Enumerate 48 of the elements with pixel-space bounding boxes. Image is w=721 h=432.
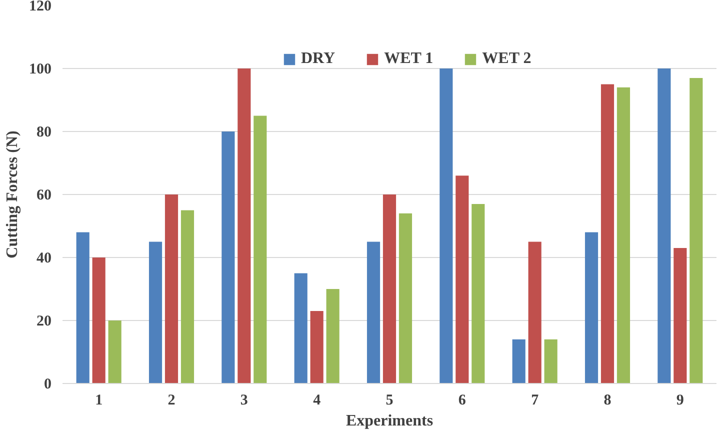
x-tick-label: 9 bbox=[676, 392, 684, 408]
x-tick-label: 6 bbox=[458, 392, 466, 408]
bar bbox=[222, 132, 235, 384]
y-tick-label: 0 bbox=[44, 376, 52, 392]
bar bbox=[600, 84, 614, 384]
x-tick-label: 8 bbox=[604, 392, 612, 408]
bar bbox=[690, 78, 703, 384]
bar bbox=[326, 289, 340, 384]
x-tick-label: 1 bbox=[95, 392, 103, 408]
y-axis-title: Cutting Forces (N) bbox=[4, 130, 21, 258]
y-tick-label: 80 bbox=[36, 124, 52, 140]
x-tick-label: 4 bbox=[313, 392, 322, 408]
bar bbox=[254, 116, 267, 384]
bar bbox=[440, 68, 453, 384]
bar bbox=[76, 232, 90, 384]
bar bbox=[366, 242, 380, 384]
bar bbox=[616, 87, 630, 384]
bar bbox=[528, 242, 542, 384]
x-tick-label: 5 bbox=[386, 392, 394, 408]
bar bbox=[584, 232, 598, 384]
bar bbox=[658, 68, 671, 384]
bar bbox=[382, 194, 396, 384]
bar bbox=[108, 320, 122, 384]
x-tick-label: 3 bbox=[240, 392, 248, 408]
y-tick-label: 60 bbox=[36, 188, 52, 204]
bar bbox=[472, 204, 485, 384]
bar bbox=[148, 242, 162, 384]
legend-label: WET 2 bbox=[482, 50, 532, 68]
legend-label: DRY bbox=[301, 50, 336, 68]
bar bbox=[92, 258, 106, 384]
bar bbox=[456, 176, 469, 384]
y-tick-label: 20 bbox=[36, 314, 52, 330]
x-tick-label: 2 bbox=[168, 392, 176, 408]
bar bbox=[398, 213, 412, 384]
bar bbox=[674, 248, 687, 384]
bar bbox=[544, 339, 558, 384]
x-axis-title: Experiments bbox=[346, 412, 434, 430]
legend-label: WET 1 bbox=[384, 50, 434, 68]
bar bbox=[164, 194, 178, 384]
bar bbox=[180, 210, 194, 384]
y-tick-label: 120 bbox=[29, 0, 52, 14]
y-tick-label: 40 bbox=[36, 250, 52, 266]
x-tick-label: 7 bbox=[531, 392, 540, 408]
bar bbox=[238, 68, 251, 384]
bar bbox=[512, 339, 526, 384]
y-tick-label: 100 bbox=[29, 62, 52, 78]
bar bbox=[310, 311, 324, 384]
bar bbox=[294, 273, 308, 384]
